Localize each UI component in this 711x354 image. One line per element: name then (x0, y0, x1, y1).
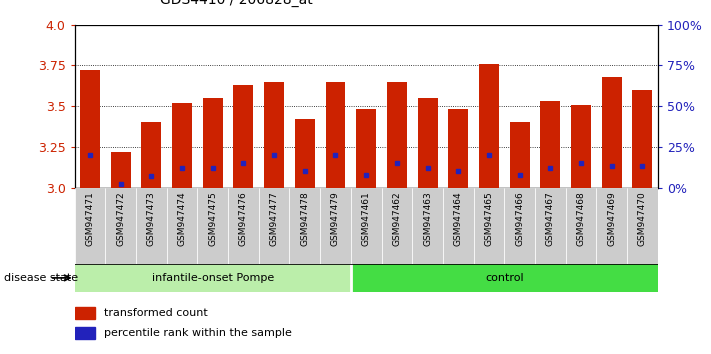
Bar (540, 101, 560, 188)
Bar (75, 307, 95, 319)
Bar (203, 98, 223, 188)
Text: GSM947471: GSM947471 (85, 192, 95, 246)
Bar (75, 264, 351, 292)
Bar (233, 85, 253, 188)
Bar (602, 77, 621, 188)
Bar (351, 264, 658, 292)
Bar (382, 188, 412, 264)
Bar (198, 188, 228, 264)
Text: percentile rank within the sample: percentile rank within the sample (104, 328, 292, 338)
Bar (136, 188, 166, 264)
Text: GSM947465: GSM947465 (484, 192, 493, 246)
Bar (326, 82, 346, 188)
Text: GSM947478: GSM947478 (300, 192, 309, 246)
Text: GSM947472: GSM947472 (116, 192, 125, 246)
Text: GSM947477: GSM947477 (269, 192, 279, 246)
Bar (632, 90, 652, 188)
Bar (474, 188, 504, 264)
Text: disease state: disease state (4, 273, 77, 283)
Bar (80, 70, 100, 188)
Bar (535, 188, 566, 264)
Bar (597, 188, 627, 264)
Bar (443, 188, 474, 264)
Text: GSM947467: GSM947467 (546, 192, 555, 246)
Text: GSM947475: GSM947475 (208, 192, 218, 246)
Bar (228, 188, 259, 264)
Text: GSM947470: GSM947470 (638, 192, 647, 246)
Text: GSM947464: GSM947464 (454, 192, 463, 246)
Text: GSM947463: GSM947463 (423, 192, 432, 246)
Bar (75, 188, 105, 264)
Text: GSM947479: GSM947479 (331, 192, 340, 246)
Bar (111, 152, 131, 188)
Bar (417, 98, 437, 188)
Text: transformed count: transformed count (104, 308, 208, 318)
Text: infantile-onset Pompe: infantile-onset Pompe (151, 273, 274, 283)
Bar (264, 82, 284, 188)
Text: GSM947462: GSM947462 (392, 192, 401, 246)
Text: GSM947468: GSM947468 (577, 192, 585, 246)
Bar (627, 188, 658, 264)
Bar (141, 122, 161, 188)
Text: GDS4410 / 206828_at: GDS4410 / 206828_at (160, 0, 313, 7)
Bar (356, 109, 376, 188)
Bar (166, 188, 198, 264)
Bar (289, 188, 320, 264)
Text: GSM947476: GSM947476 (239, 192, 248, 246)
Bar (75, 327, 95, 339)
Bar (448, 109, 469, 188)
Text: GSM947473: GSM947473 (147, 192, 156, 246)
Bar (412, 188, 443, 264)
Bar (504, 188, 535, 264)
Bar (320, 188, 351, 264)
Bar (479, 64, 499, 188)
Bar (105, 188, 136, 264)
Bar (295, 119, 315, 188)
Bar (510, 122, 530, 188)
Bar (172, 103, 192, 188)
Text: GSM947466: GSM947466 (515, 192, 524, 246)
Bar (566, 188, 597, 264)
Text: GSM947469: GSM947469 (607, 192, 616, 246)
Text: GSM947461: GSM947461 (362, 192, 370, 246)
Bar (351, 188, 382, 264)
Text: GSM947474: GSM947474 (178, 192, 186, 246)
Bar (387, 82, 407, 188)
Bar (571, 104, 591, 188)
Text: control: control (485, 273, 523, 283)
Bar (259, 188, 289, 264)
